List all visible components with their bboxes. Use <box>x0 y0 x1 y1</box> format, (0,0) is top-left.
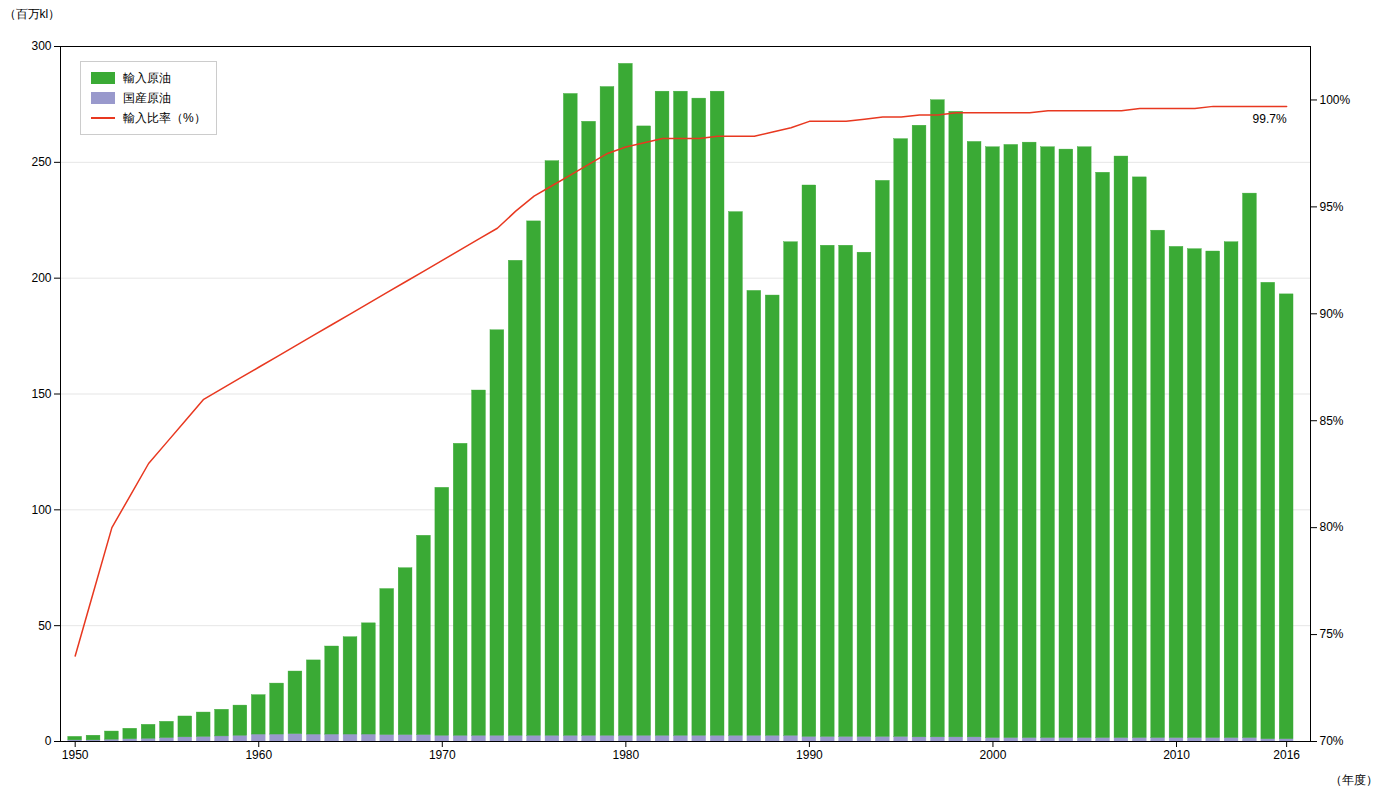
svg-text:80%: 80% <box>1320 520 1344 534</box>
svg-text:100: 100 <box>31 503 51 517</box>
svg-text:99.7%: 99.7% <box>1253 112 1287 126</box>
svg-text:95%: 95% <box>1320 200 1344 214</box>
svg-text:1950: 1950 <box>62 748 89 762</box>
svg-text:（年度）: （年度） <box>1330 773 1378 787</box>
svg-text:85%: 85% <box>1320 414 1344 428</box>
html-text:輸入比率（%）: 輸入比率（%） <box>123 111 206 125</box>
svg-text:1960: 1960 <box>245 748 272 762</box>
html-text:国産原油: 国産原油 <box>123 91 171 105</box>
svg-text:75%: 75% <box>1320 627 1344 641</box>
svg-text:1980: 1980 <box>612 748 639 762</box>
svg-text:150: 150 <box>31 387 51 401</box>
svg-text:2010: 2010 <box>1163 748 1190 762</box>
svg-text:90%: 90% <box>1320 307 1344 321</box>
svg-text:2000: 2000 <box>980 748 1007 762</box>
svg-text:100%: 100% <box>1320 93 1351 107</box>
svg-text:200: 200 <box>31 271 51 285</box>
svg-text:300: 300 <box>31 39 51 53</box>
svg-text:50: 50 <box>38 619 52 633</box>
svg-text:70%: 70% <box>1320 734 1344 748</box>
svg-text:2016: 2016 <box>1273 748 1300 762</box>
html-text:輸入原油: 輸入原油 <box>123 71 171 85</box>
svg-text:250: 250 <box>31 155 51 169</box>
svg-text:（百万kl）: （百万kl） <box>4 7 61 21</box>
svg-text:0: 0 <box>45 734 52 748</box>
svg-text:1970: 1970 <box>429 748 456 762</box>
svg-text:1990: 1990 <box>796 748 823 762</box>
